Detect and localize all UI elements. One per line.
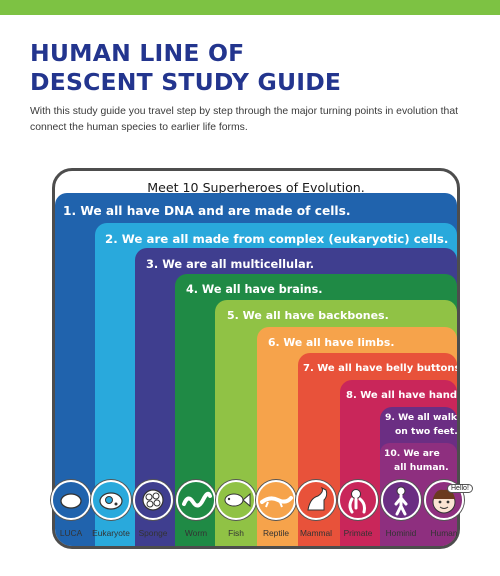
organism-label: Reptile (262, 528, 290, 538)
organism-label: Primate (343, 528, 373, 538)
organism-label: Mammal (299, 528, 333, 538)
step-label-8: 8. We all have hands. (346, 388, 460, 403)
diagram-title: Meet 10 Superheroes of Evolution. (147, 180, 365, 195)
step-label-3: 3. We are all multicellular. (146, 256, 314, 272)
step-label-line: on two feet. (395, 426, 458, 438)
organism-label: LUCA (59, 528, 83, 538)
organism-label: Human (430, 528, 458, 538)
step-label-line: 6. We all have limbs. (268, 336, 395, 349)
step-label-6: 6. We all have limbs. (268, 335, 394, 351)
page-title: HUMAN LINE OF DESCENT STUDY GUIDE (30, 39, 470, 97)
step-label-line: 4. We all have brains. (186, 283, 323, 296)
hominid-icon (381, 480, 421, 520)
step-label-10: 10. We are all human. (384, 447, 449, 475)
step-label-4: 4. We all have brains. (186, 282, 323, 298)
reptile-icon (256, 480, 296, 520)
step-label-1: 1. We all have DNA and are made of cells… (63, 203, 350, 220)
primate-icon (338, 480, 378, 520)
step-label-line: 5. We all have backbones. (227, 309, 389, 322)
step-label-line: 8. We all have hands. (346, 390, 460, 401)
organism-label: Hominid (385, 528, 417, 538)
sponge-icon (133, 480, 173, 520)
top-accent-bar (0, 0, 500, 15)
organism-label: Fish (228, 528, 244, 538)
step-label-line: 1. We all have DNA and are made of cells… (63, 204, 351, 218)
organism-label: Eukaryote (92, 528, 130, 538)
step-label-2: 2. We are all made from complex (eukaryo… (105, 231, 448, 248)
step-label-line: 9. We all walk (385, 412, 457, 423)
step-label-7: 7. We all have belly buttons. (303, 361, 460, 376)
title-line-1: HUMAN LINE OF (30, 39, 245, 67)
step-label-line: 3. We are all multicellular. (146, 257, 315, 271)
eukaryote-cell-icon (91, 480, 131, 520)
organism-label: Worm (184, 528, 208, 538)
step-label-line: 2. We are all made from complex (eukaryo… (105, 232, 449, 246)
hello-speech-bubble: Hello! (447, 484, 473, 493)
step-label-line: 10. We are (384, 448, 440, 459)
organism-label: Sponge (138, 528, 168, 538)
luca-cell-icon (51, 480, 91, 520)
title-line-2: DESCENT STUDY GUIDE (30, 68, 342, 96)
step-label-line: all human. (394, 462, 449, 474)
step-label-5: 5. We all have backbones. (227, 308, 389, 324)
fish-icon (216, 480, 256, 520)
step-label-line: 7. We all have belly buttons. (303, 363, 460, 374)
worm-icon (176, 480, 216, 520)
mammal-icon (296, 480, 336, 520)
step-label-9: 9. We all walk on two feet. (385, 411, 458, 439)
intro-paragraph: With this study guide you travel step by… (30, 106, 458, 133)
